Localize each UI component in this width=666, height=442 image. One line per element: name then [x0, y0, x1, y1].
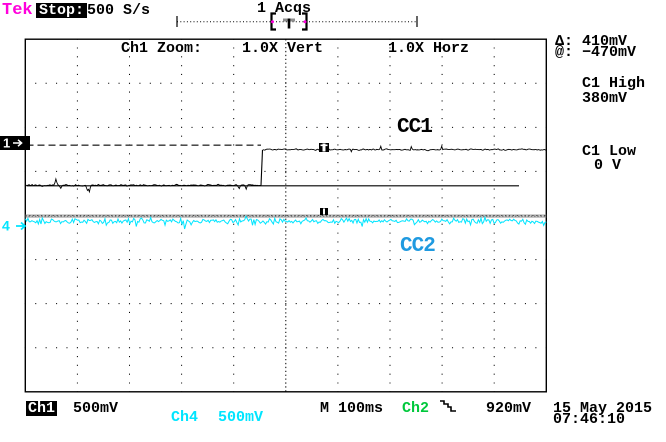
svg-text:4: 4 [2, 219, 10, 233]
svg-text:1: 1 [3, 136, 10, 150]
